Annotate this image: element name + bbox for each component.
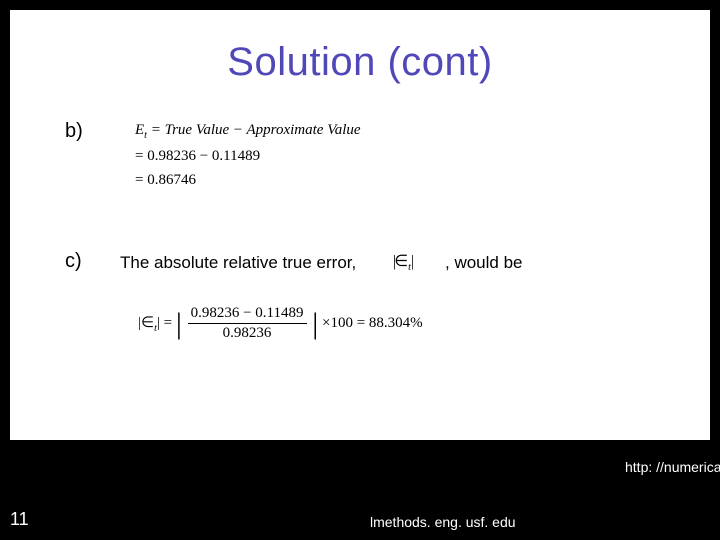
- part-b-label: b): [65, 120, 83, 143]
- slide-title: Solution (cont): [10, 40, 710, 85]
- eq-c-lhs: |∈t| =: [138, 313, 172, 334]
- slide-card: Solution (cont) b) Et = True Value − App…: [10, 10, 710, 440]
- eq-c-bigbar-l: |: [176, 307, 182, 341]
- part-c-intro: The absolute relative true error,: [120, 253, 356, 273]
- part-c-label: c): [65, 250, 82, 273]
- eq-b-line1: Et = True Value − Approximate Value: [135, 118, 361, 144]
- footer-url-right: http: //numerica: [625, 459, 720, 475]
- eq-c-bigbar-r: |: [312, 307, 318, 341]
- eq-b-line2: = 0.98236 − 0.11489: [135, 144, 361, 168]
- part-c-tail: , would be: [445, 253, 523, 273]
- epsilon-symbol: |∈t|: [393, 251, 412, 273]
- eq-c-rhs: ×100 = 88.304%: [322, 315, 423, 332]
- eq-c-fraction: 0.98236 − 0.11489 0.98236: [188, 305, 307, 342]
- page-number: 11: [10, 509, 29, 530]
- part-b-equations: Et = True Value − Approximate Value = 0.…: [135, 118, 361, 192]
- part-c-equation: |∈t| = | 0.98236 − 0.11489 0.98236 | ×10…: [138, 305, 423, 342]
- footer-url-mid: lmethods. eng. usf. edu: [370, 514, 516, 530]
- eq-b-line3: = 0.86746: [135, 168, 361, 192]
